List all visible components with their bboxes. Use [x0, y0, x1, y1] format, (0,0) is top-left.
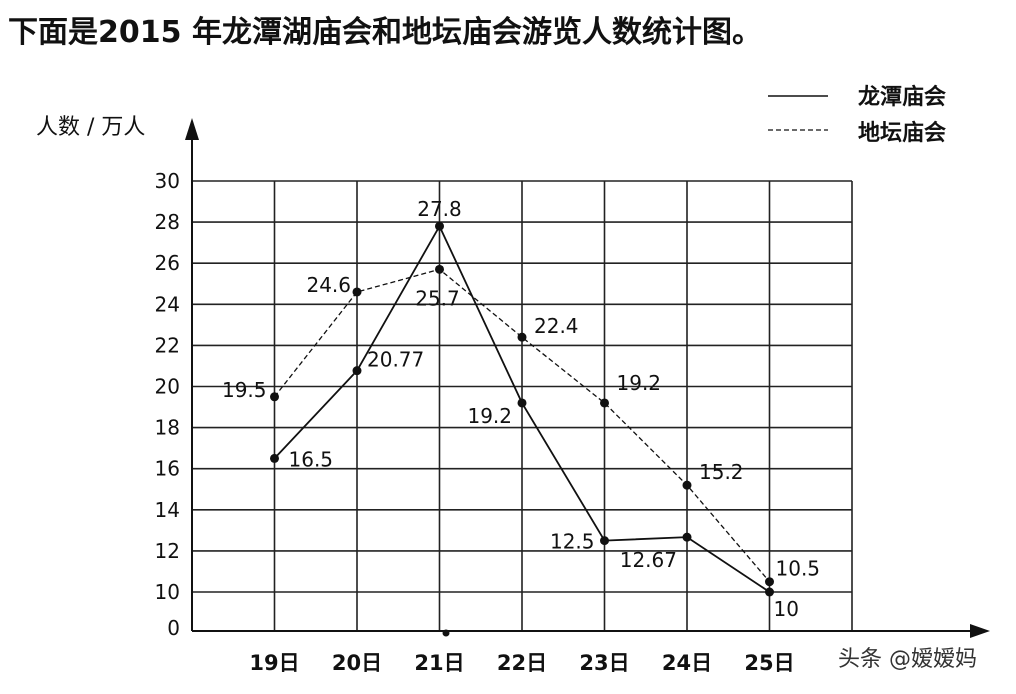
series-2-point — [352, 287, 362, 297]
series-1-point — [270, 453, 279, 463]
y-tick-label: 20 — [155, 375, 180, 399]
x-tick-label: 19日 — [249, 651, 299, 675]
data-label-series-2: 22.4 — [534, 314, 579, 338]
y-tick-label: 0 — [167, 616, 180, 640]
data-label-series-2: 25.7 — [415, 286, 460, 310]
data-label-series-2: 19.2 — [617, 371, 662, 395]
series-2-point — [682, 480, 692, 490]
series-2-point — [435, 264, 444, 274]
series-1-point — [352, 366, 362, 376]
series-1-point — [600, 536, 609, 546]
y-tick-label: 10 — [155, 580, 180, 604]
data-label-series-1: 19.2 — [467, 404, 512, 428]
y-tick-label: 18 — [155, 416, 180, 440]
data-label-series-1: 12.67 — [620, 548, 677, 572]
y-tick-label: 24 — [155, 292, 180, 316]
series-1-point — [765, 587, 774, 597]
y-tick-label: 16 — [155, 457, 180, 481]
y-tick-label: 26 — [155, 251, 180, 275]
y-tick-label: 28 — [155, 210, 180, 234]
x-tick-label: 20日 — [332, 651, 382, 675]
y-axis-arrow — [185, 118, 199, 140]
watermark: 头条 @嫒嫒妈 — [838, 647, 977, 672]
chart-title: 下面是2015 年龙潭湖庙会和地坛庙会游览人数统计图。 — [8, 15, 762, 50]
y-tick-label: 30 — [155, 169, 180, 193]
data-labels: 16.5 20.77 27.8 19.2 12.5 12.67 10 19.5 24.6 25.7… — [222, 197, 820, 621]
data-label-series-2: 19.5 — [222, 378, 267, 402]
y-tick-label: 22 — [155, 333, 180, 357]
series-1-point — [435, 221, 444, 231]
y-tick-label: 14 — [155, 498, 180, 522]
x-tick-labels: 19日 20日 21日 22日 23日 24日 25日 — [249, 651, 794, 675]
x-tick-label: 25日 — [744, 651, 794, 675]
legend-label-series-2: 地坛庙会 — [858, 120, 946, 146]
legend: 龙潭庙会 地坛庙会 — [768, 84, 946, 146]
series-2-point — [765, 577, 774, 587]
data-label-series-2: 24.6 — [306, 273, 351, 297]
series — [270, 221, 774, 597]
x-tick-label: 23日 — [579, 651, 629, 675]
data-label-series-1: 27.8 — [417, 197, 462, 221]
axis-mark-dot — [442, 629, 450, 637]
series-1-point — [682, 532, 692, 542]
x-tick-label: 21日 — [414, 651, 464, 675]
data-label-series-1: 12.5 — [550, 530, 595, 554]
series-2-point — [600, 398, 609, 408]
data-label-series-2: 10.5 — [776, 557, 821, 581]
y-axis-label: 人数 / 万人 — [36, 115, 145, 140]
x-tick-label: 22日 — [497, 651, 547, 675]
data-label-series-1: 10 — [774, 597, 799, 621]
y-tick-labels: 0 10 12 14 16 18 20 22 24 26 28 30 — [155, 169, 180, 640]
data-label-series-1: 16.5 — [289, 447, 334, 471]
series-1-point — [517, 398, 527, 408]
legend-label-series-1: 龙潭庙会 — [858, 84, 946, 110]
axes — [185, 118, 990, 638]
y-tick-label: 12 — [155, 539, 180, 563]
x-tick-label: 24日 — [662, 651, 712, 675]
data-label-series-1: 20.77 — [367, 348, 424, 372]
series-2-point — [517, 332, 527, 342]
series-2-point — [270, 392, 279, 402]
data-label-series-2: 15.2 — [699, 460, 744, 484]
x-axis-arrow — [970, 624, 990, 638]
